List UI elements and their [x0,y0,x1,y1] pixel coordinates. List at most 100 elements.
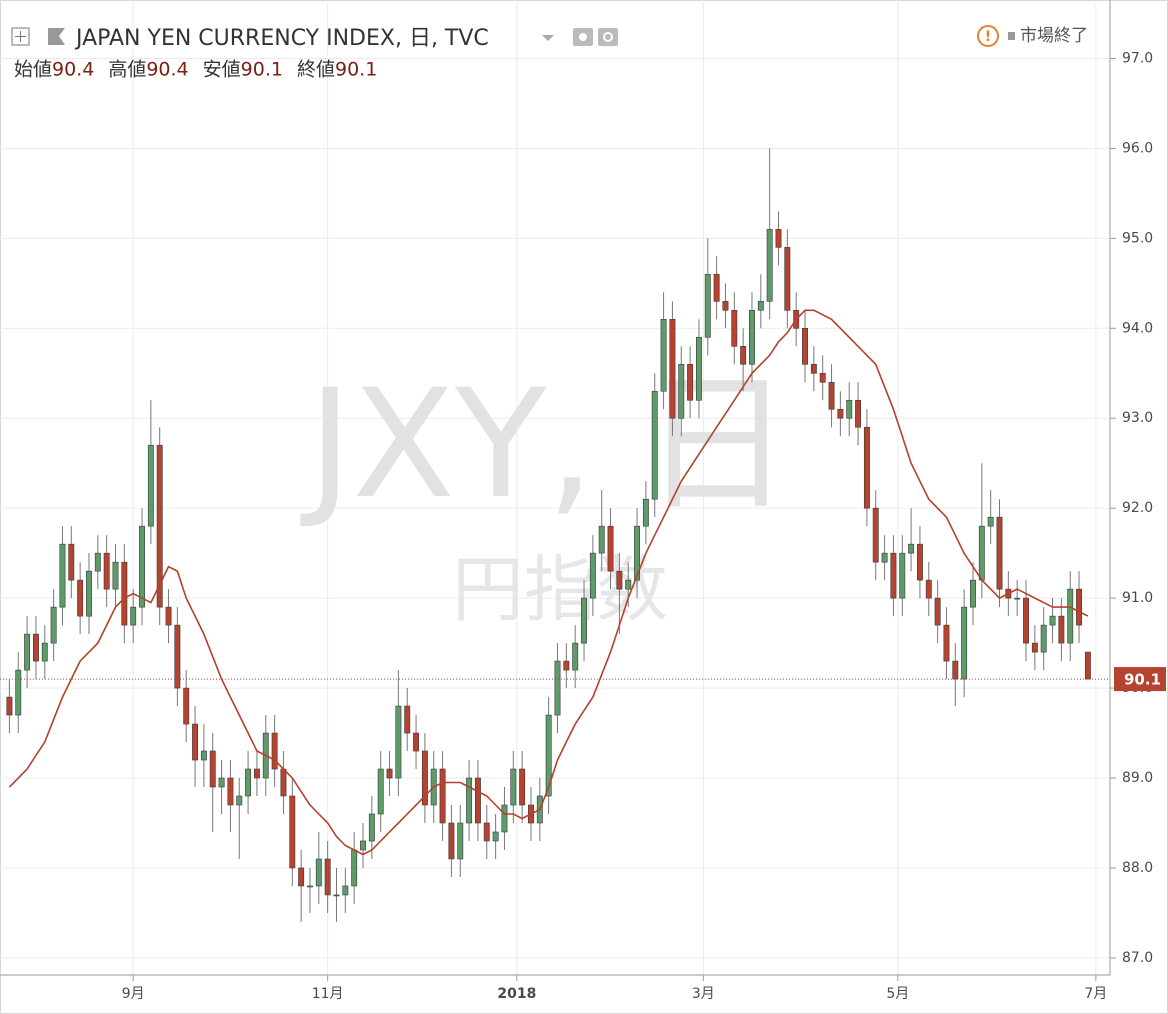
candle-body [209,750,216,788]
grid [0,0,1110,975]
candle-body [695,336,702,401]
candle-body [333,894,340,897]
legend-label: 終値 [297,59,335,81]
legend-value: 90.1 [241,59,283,81]
candle-body [1058,615,1065,644]
candle-body [271,732,278,770]
settings-icon-gear [603,32,613,42]
candle-body [386,768,393,779]
candle-body [147,444,154,527]
x-tick-label: 2018 [497,986,536,1002]
candle-body [492,831,499,842]
candle-body [925,579,932,599]
legend-value: 90.1 [335,59,377,81]
candle-body [156,444,163,608]
settings-icon[interactable] [598,28,618,46]
dropdown-icon[interactable] [542,35,554,41]
x-tick-label: 5月 [886,986,909,1002]
candle-body [368,813,375,842]
candle-body [916,543,923,581]
candle-body [863,426,870,509]
candle-body [298,867,305,887]
candle-body [50,606,57,644]
y-tick-label: 91.0 [1122,590,1153,606]
candle-body [253,768,260,779]
candle-body [342,885,349,896]
candle-body [740,345,747,365]
legend-label: 安値 [203,59,241,81]
candle-body [519,768,526,806]
legend-value: 90.4 [52,59,94,81]
candle-body [554,660,561,716]
candle-body [439,768,446,824]
candle-body [448,822,455,860]
candle-body [103,552,110,590]
status-dot [1008,32,1015,40]
candle-body [943,624,950,662]
candle-body [1040,624,1047,653]
warning-icon-mark: ! [985,29,991,45]
warning-icon[interactable] [977,25,999,47]
candle-body [987,516,994,527]
moving-average [8,309,1089,856]
candle-body [15,669,22,716]
candle-body [200,750,207,761]
legend-label: 始値 [14,59,52,81]
y-tick-label: 88.0 [1122,860,1153,876]
candle-body [1049,615,1056,626]
candle-body [837,408,844,419]
ohlc-legend: 始値 90.4 高値 90.4 安値 90.1 終値 90.1 [14,59,377,81]
candle-body [174,624,181,689]
candle-body [687,363,694,401]
candle-body [669,319,676,419]
candle-body [899,552,906,599]
candle-body [421,750,428,806]
candle-body [890,552,897,599]
candle-body [183,687,190,725]
candle-body [395,705,402,779]
candle-body [970,579,976,608]
candle-body [1067,588,1074,644]
candle-body [165,606,172,626]
y-tick-label: 93.0 [1122,410,1153,426]
candle-body [749,310,755,365]
candle-body [881,552,888,563]
expand-icon[interactable] [11,27,30,46]
candle-body [634,525,641,581]
candle-body [457,822,464,860]
candle-body [289,795,296,869]
candle-body [757,301,764,311]
candle-body [351,849,358,887]
candle-body [563,660,570,671]
candle-body [227,777,234,806]
header: JAPAN YEN CURRENCY INDEX, 日, TVC ! 市場終了 … [11,25,1088,81]
x-tick-label: 7月 [1084,986,1107,1002]
candle-body [651,390,658,500]
eye-icon-pupil [579,33,587,41]
candle-body [996,516,1003,590]
y-tick-label: 87.0 [1122,950,1153,966]
candle-body [245,768,252,797]
candle-body [607,525,614,572]
candle-body [59,543,66,608]
flag-icon[interactable] [48,28,65,45]
candle-body [94,552,101,572]
candle-body [218,777,225,788]
candle-body [731,310,738,347]
candle-body [802,327,808,365]
y-tick-label: 97.0 [1122,50,1153,66]
candle-body [501,804,508,833]
candle-body [360,840,366,851]
candle-body [934,597,941,626]
candle-body [908,543,915,554]
candle-body [810,363,817,374]
candle-body [581,597,587,644]
candle-body [855,399,862,428]
candle-body [112,561,119,590]
candle-body [846,399,853,419]
candle-body [68,543,75,581]
candle-body [1014,597,1021,600]
candle-body [24,633,31,671]
candle-body [315,858,322,887]
